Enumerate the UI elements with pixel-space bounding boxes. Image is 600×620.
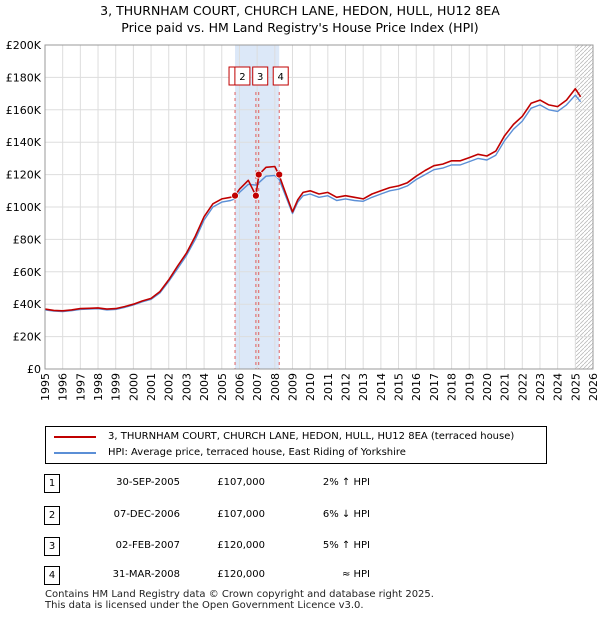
x-tick-label: 2016 — [410, 373, 423, 401]
x-tick-label: 1997 — [74, 373, 87, 401]
legend-hpi-label: HPI: Average price, terraced house, East… — [108, 447, 406, 458]
x-tick-label: 2008 — [269, 373, 282, 401]
sale-label-text: 2 — [239, 72, 245, 83]
chart-subtitle: Price paid vs. HM Land Registry's House … — [121, 20, 479, 35]
chart-legend: 3, THURNHAM COURT, CHURCH LANE, HEDON, H… — [45, 426, 547, 464]
price-chart: 1234£0£20K£40K£60K£80K£100K£120K£140K£16… — [6, 39, 600, 401]
transaction-hpi-delta: 2% ↑ HPI — [322, 477, 370, 488]
sale-point-2 — [251, 191, 260, 200]
y-tick-label: £120K — [6, 169, 42, 182]
transaction-number: 2 — [44, 506, 60, 525]
x-tick-label: 2001 — [145, 373, 158, 401]
y-tick-label: £60K — [13, 266, 42, 279]
y-tick-label: £200K — [6, 39, 42, 52]
x-tick-label: 1999 — [110, 373, 123, 401]
x-tick-label: 2002 — [163, 373, 176, 401]
y-tick-label: £0 — [27, 363, 41, 376]
sale-point-1 — [231, 191, 239, 200]
x-tick-label: 1995 — [39, 373, 52, 401]
y-tick-label: £40K — [13, 298, 42, 311]
x-tick-label: 2000 — [127, 373, 140, 401]
x-tick-label: 2026 — [587, 373, 600, 401]
sale-label-text: 4 — [278, 72, 284, 83]
y-tick-label: £180K — [6, 71, 42, 84]
sale-label-box — [272, 66, 289, 86]
x-tick-label: 2007 — [251, 373, 264, 401]
x-tick-label: 2024 — [552, 373, 565, 401]
x-tick-label: 2017 — [428, 373, 441, 401]
transaction-date: 31-MAR-2008 — [112, 569, 180, 580]
sale-label-2: 2 — [234, 66, 251, 86]
y-tick-label: £140K — [6, 136, 42, 149]
x-tick-label: 2020 — [481, 373, 494, 401]
x-tick-label: 2025 — [569, 373, 582, 401]
transaction-date: 30-SEP-2005 — [116, 477, 180, 488]
x-tick-label: 1996 — [57, 373, 70, 401]
transaction-number: 4 — [44, 566, 60, 585]
transaction-row-4: 4 31-MAR-2008 £120,000 ≈ HPI — [0, 566, 600, 586]
sale-point-3 — [254, 170, 263, 179]
transaction-price: £120,000 — [217, 540, 265, 551]
x-tick-label: 2006 — [233, 373, 246, 401]
legend-property-label: 3, THURNHAM COURT, CHURCH LANE, HEDON, H… — [108, 431, 515, 442]
attribution-line-1: Contains HM Land Registry data © Crown c… — [45, 589, 434, 600]
x-tick-label: 2021 — [499, 373, 512, 401]
sale-label-3: 3 — [252, 66, 269, 86]
x-tick-label: 2012 — [340, 373, 353, 401]
y-tick-label: £160K — [6, 104, 42, 117]
x-tick-label: 2011 — [322, 373, 335, 401]
transaction-price: £107,000 — [217, 477, 265, 488]
sale-label-box — [234, 66, 251, 86]
legend-property-swatch — [54, 436, 96, 438]
legend-hpi-swatch — [54, 452, 96, 454]
chart-title: 3, THURNHAM COURT, CHURCH LANE, HEDON, H… — [100, 3, 500, 18]
x-tick-label: 2014 — [375, 373, 388, 401]
x-tick-label: 2022 — [516, 373, 529, 401]
x-tick-label: 2010 — [304, 373, 317, 401]
transaction-price: £120,000 — [217, 569, 265, 580]
property-price-line — [44, 87, 582, 312]
x-tick-label: 2005 — [216, 373, 229, 401]
sale-point-4 — [275, 170, 284, 179]
x-tick-label: 2023 — [534, 373, 547, 401]
sale-label-4: 4 — [272, 66, 289, 86]
x-tick-label: 2009 — [286, 373, 299, 401]
transaction-number: 1 — [44, 474, 60, 493]
x-tick-label: 2019 — [463, 373, 476, 401]
transaction-price: £107,000 — [217, 509, 265, 520]
x-tick-label: 1998 — [92, 373, 105, 401]
x-tick-label: 2013 — [357, 373, 370, 401]
transaction-date: 02-FEB-2007 — [115, 540, 180, 551]
transaction-date: 07-DEC-2006 — [113, 509, 180, 520]
transaction-hpi-delta: 5% ↑ HPI — [322, 540, 370, 551]
attribution-line-2: This data is licensed under the Open Gov… — [45, 600, 364, 611]
transaction-row-3: 3 02-FEB-2007 £120,000 5% ↑ HPI — [0, 537, 600, 557]
y-tick-label: £100K — [6, 201, 42, 214]
x-tick-label: 2003 — [180, 373, 193, 401]
x-tick-label: 2015 — [393, 373, 406, 401]
y-tick-label: £80K — [13, 233, 42, 246]
x-tick-label: 2004 — [198, 373, 211, 401]
plot-frame — [44, 44, 594, 370]
x-tick-label: 2018 — [446, 373, 459, 401]
transaction-number: 3 — [44, 537, 60, 556]
transaction-hpi-delta: 6% ↓ HPI — [322, 509, 370, 520]
attribution: Contains HM Land Registry data © Crown c… — [45, 589, 434, 611]
transaction-row-1: 1 30-SEP-2005 £107,000 2% ↑ HPI — [0, 474, 600, 494]
sale-label-box — [252, 66, 269, 86]
sale-label-text: 3 — [257, 72, 263, 83]
y-tick-label: £20K — [13, 331, 42, 344]
transaction-hpi-delta: ≈ HPI — [341, 569, 370, 580]
transaction-row-2: 2 07-DEC-2006 £107,000 6% ↓ HPI — [0, 506, 600, 526]
